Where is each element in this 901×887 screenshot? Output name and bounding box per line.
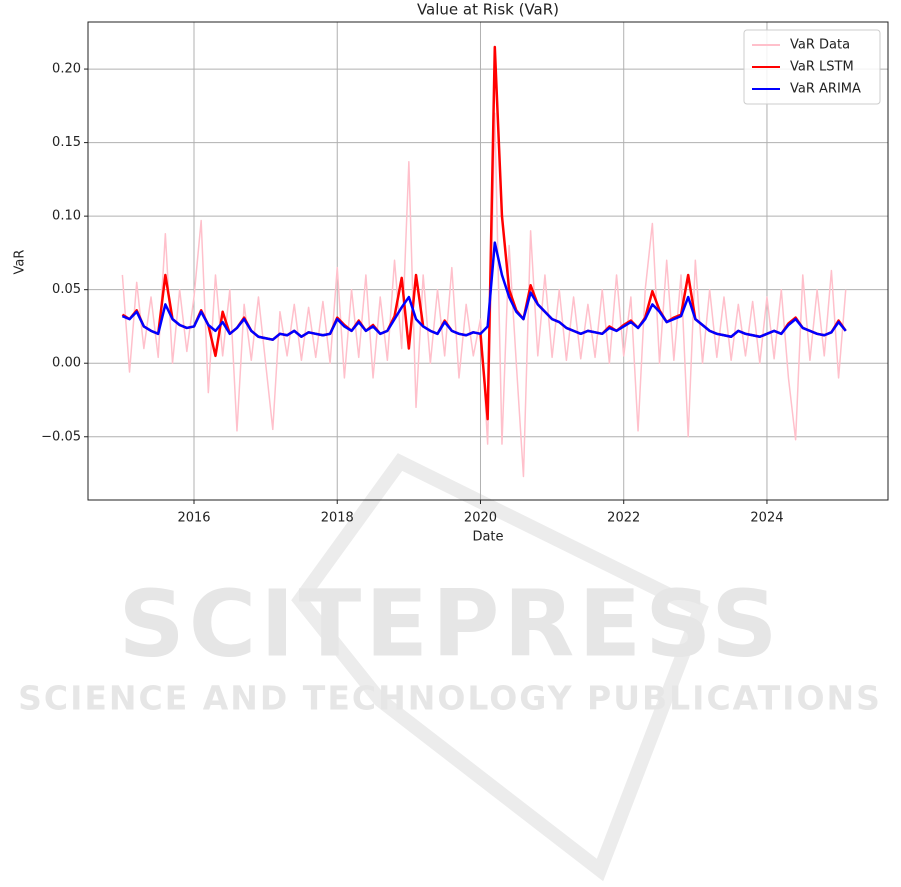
x-tick-label: 2016: [177, 511, 210, 526]
y-tick-label: −0.05: [41, 429, 81, 444]
legend-label: VaR LSTM: [790, 60, 854, 75]
y-axis-label: VaR: [13, 250, 28, 275]
watermark-title: SCITEPRESS: [118, 570, 781, 677]
series-line: [121, 241, 847, 341]
watermark-subtitle: SCIENCE AND TECHNOLOGY PUBLICATIONS: [18, 679, 882, 718]
legend: VaR Data VaR LSTM VaR ARIMA: [743, 29, 881, 105]
x-tick-label: 2024: [750, 511, 783, 526]
chart-title: Value at Risk (VaR): [417, 1, 559, 19]
y-tick-label: 0.05: [52, 282, 81, 297]
x-tick-label: 2022: [607, 511, 640, 526]
legend-label: VaR ARIMA: [790, 82, 861, 97]
watermark-shape: [291, 453, 709, 882]
series-line: [121, 112, 847, 478]
x-tick-label: 2020: [464, 511, 497, 526]
legend-label: VaR Data: [790, 38, 850, 53]
y-tick-label: 0.10: [52, 209, 81, 224]
y-tick-label: 0.15: [52, 135, 81, 150]
legend-box: [743, 29, 881, 105]
plot-frame: [87, 21, 889, 501]
y-tick-label: 0.00: [52, 356, 81, 371]
y-tick-label: 0.20: [52, 62, 81, 77]
x-axis-label: Date: [472, 530, 503, 545]
x-tick-label: 2018: [321, 511, 354, 526]
watermark: SCITEPRESS SCIENCE AND TECHNOLOGY PUBLIC…: [18, 453, 882, 882]
